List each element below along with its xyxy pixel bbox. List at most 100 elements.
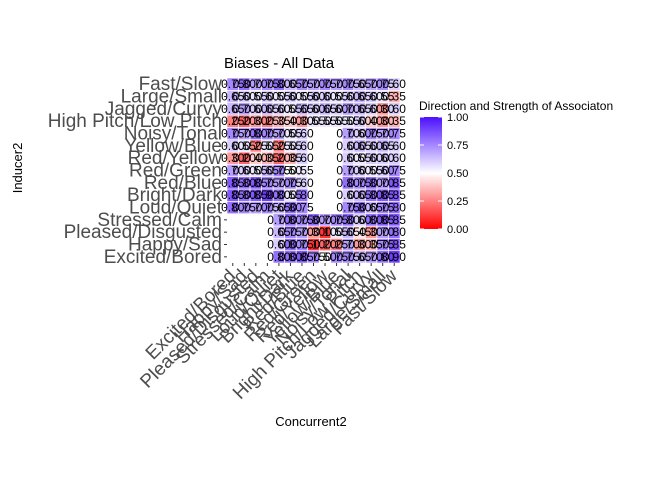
heatmap-cell-value: 0.60 [313, 90, 337, 104]
heatmap-cell-value: 0.60 [348, 213, 372, 227]
heatmap-cell-value: 0.75 [325, 250, 349, 264]
heatmap-cell-value: 0.35 [383, 90, 407, 104]
heatmap-cell-value: 0.55 [279, 102, 303, 116]
heatmap-cell-value: 0.75 [336, 201, 360, 215]
y-tick-label: Loud/Quiet [129, 198, 223, 219]
heatmap-cell-value: 0.25 [244, 139, 268, 153]
heatmap-cell-value: 0.60 [348, 127, 372, 141]
heatmap-cell-value: 0.80 [336, 176, 360, 190]
heatmap-cell-value: 0.55 [233, 139, 257, 153]
heatmap-cell-value: 0.75 [279, 225, 303, 239]
heatmap-cell-value: 0.60 [233, 90, 257, 104]
heatmap-cell-value: 0.65 [348, 250, 372, 264]
heatmap-cell-value: 0.50 [313, 250, 337, 264]
heatmap-cell-value: 0.35 [267, 114, 291, 128]
heatmap-cell-value: 0.60 [371, 151, 395, 165]
heatmap-cell-value: 0.60 [244, 102, 268, 116]
heatmap-cell-value: 0.85 [383, 213, 407, 227]
heatmap-cell-value: 0.70 [336, 102, 360, 116]
heatmap-cell-value: 0.80 [336, 213, 360, 227]
heatmap-cell-value: 0.60 [359, 151, 383, 165]
y-tick-label: Noisy/Tonal [124, 124, 222, 145]
heatmap-cell-value: 0.60 [267, 102, 291, 116]
heatmap-cell-value: 0.30 [302, 225, 326, 239]
heatmap-cell-value: 0.85 [371, 188, 395, 202]
heatmap-cell-value: 0.75 [371, 238, 395, 252]
heatmap-cell-value: 0.55 [325, 114, 349, 128]
heatmap-cell-value: 0.75 [336, 250, 360, 264]
heatmap-cell-value: 0.75 [290, 77, 314, 91]
heatmap-cell-value: 0.75 [233, 201, 257, 215]
heatmap-cell-value: 0.65 [348, 102, 372, 116]
heatmap-cell-value: 0.80 [233, 77, 257, 91]
heatmap-cell-value: 0.80 [290, 188, 314, 202]
heatmap-cell-value: 0.75 [256, 201, 280, 215]
heatmap-cell-value: 0.75 [290, 213, 314, 227]
legend-tick-label: 0.25 [447, 196, 468, 208]
heatmap-cell-value: 0.80 [233, 188, 257, 202]
heatmap-cell-value: 0.55 [325, 90, 349, 104]
heatmap-cell-value: 0.65 [348, 77, 372, 91]
heatmap-cell-value: 0.20 [267, 151, 291, 165]
heatmap-cell-value: 0.70 [267, 176, 291, 190]
y-tick-label: Stressed/Calm [97, 210, 222, 231]
heatmap-cell-value: 0.60 [302, 90, 326, 104]
heatmap-cell-value: 0.60 [256, 90, 280, 104]
heatmap-cell-value: 0.55 [244, 164, 268, 178]
heatmap-cell-value: 0.65 [371, 139, 395, 153]
heatmap-cell-value: 0.80 [233, 176, 257, 190]
y-axis-ticks: Excited/BoredHappy/SadPleased/DisgustedS… [48, 74, 227, 268]
heatmap-cell-value: 0.60 [348, 114, 372, 128]
heatmap-cell-value: 0.60 [336, 90, 360, 104]
y-tick-label: Jagged/Curvy [105, 99, 223, 120]
heatmap-cell-value: 0.70 [371, 176, 395, 190]
heatmap-cell-value: 0.80 [348, 201, 372, 215]
heatmap-cell-value: 0.65 [267, 201, 291, 215]
heatmap-cell-value: 0.55 [244, 90, 268, 104]
heatmap-cell-value: 0.80 [279, 201, 303, 215]
heatmap-cell-value: 0.80 [267, 77, 291, 91]
heatmap-cell-value: 0.70 [336, 127, 360, 141]
heatmap-cell-value: 0.75 [359, 127, 383, 141]
heatmap-cell-value: 0.70 [267, 127, 291, 141]
heatmap-cell-value: 0.60 [233, 164, 257, 178]
x-axis-ticks: Excited/BoredHappy/SadPleased/DisgustedS… [136, 263, 402, 404]
heatmap-cell-value: 0.75 [221, 127, 245, 141]
y-axis-title: Inducer2 [10, 143, 25, 194]
heatmap-cell-value: 0.75 [325, 213, 349, 227]
heatmap-cell-value: 0.60 [359, 102, 383, 116]
heatmap-cell-value: 0.75 [267, 164, 291, 178]
heatmap-cell-value: 0.25 [256, 114, 280, 128]
heatmap-cell-value: 0.60 [302, 102, 326, 116]
heatmap-cell-value: 0.70 [313, 213, 337, 227]
heatmap-cell-value: 0.65 [348, 90, 372, 104]
heatmap-cell-value: 0.85 [383, 188, 407, 202]
heatmap-cell-value: 0.65 [256, 164, 280, 178]
heatmap-cell-value: 0.60 [221, 139, 245, 153]
x-axis-title: Concurrent2 [275, 414, 347, 429]
heatmap-cell-value: 0.75 [383, 164, 407, 178]
heatmap-cell-value: 0.65 [267, 225, 291, 239]
heatmap-cell-value: 0.55 [290, 164, 314, 178]
heatmap-cell-value: 0.25 [267, 139, 291, 153]
heatmap-cell-value: 0.10 [313, 225, 337, 239]
heatmap-cell-value: 0.70 [244, 201, 268, 215]
heatmap-cell-value: 0.75 [371, 77, 395, 91]
heatmap-cell-value: 0.60 [371, 164, 395, 178]
heatmap-cell-value: 0.60 [336, 188, 360, 202]
heatmap-cell-value: 0.90 [383, 250, 407, 264]
heatmap-cell-value: 0.55 [336, 114, 360, 128]
heatmap-cell-value: 0.75 [290, 201, 314, 215]
heatmap-cell-value: 0.70 [267, 213, 291, 227]
heatmap-cell-value: 0.60 [383, 77, 407, 91]
heatmap-cell [388, 77, 401, 91]
y-tick-label: Happy/Sad [128, 235, 222, 256]
heatmap-cell-value: 0.70 [233, 102, 257, 116]
heatmap-cell-value: 0.20 [313, 238, 337, 252]
heatmap-cell-value: 0.75 [348, 176, 372, 190]
heatmap-cell-value: 0.60 [348, 164, 372, 178]
heatmap-cell-value: 0.75 [256, 77, 280, 91]
heatmap-cell-value: 0.85 [383, 238, 407, 252]
heatmap-cell-value: 0.55 [290, 90, 314, 104]
